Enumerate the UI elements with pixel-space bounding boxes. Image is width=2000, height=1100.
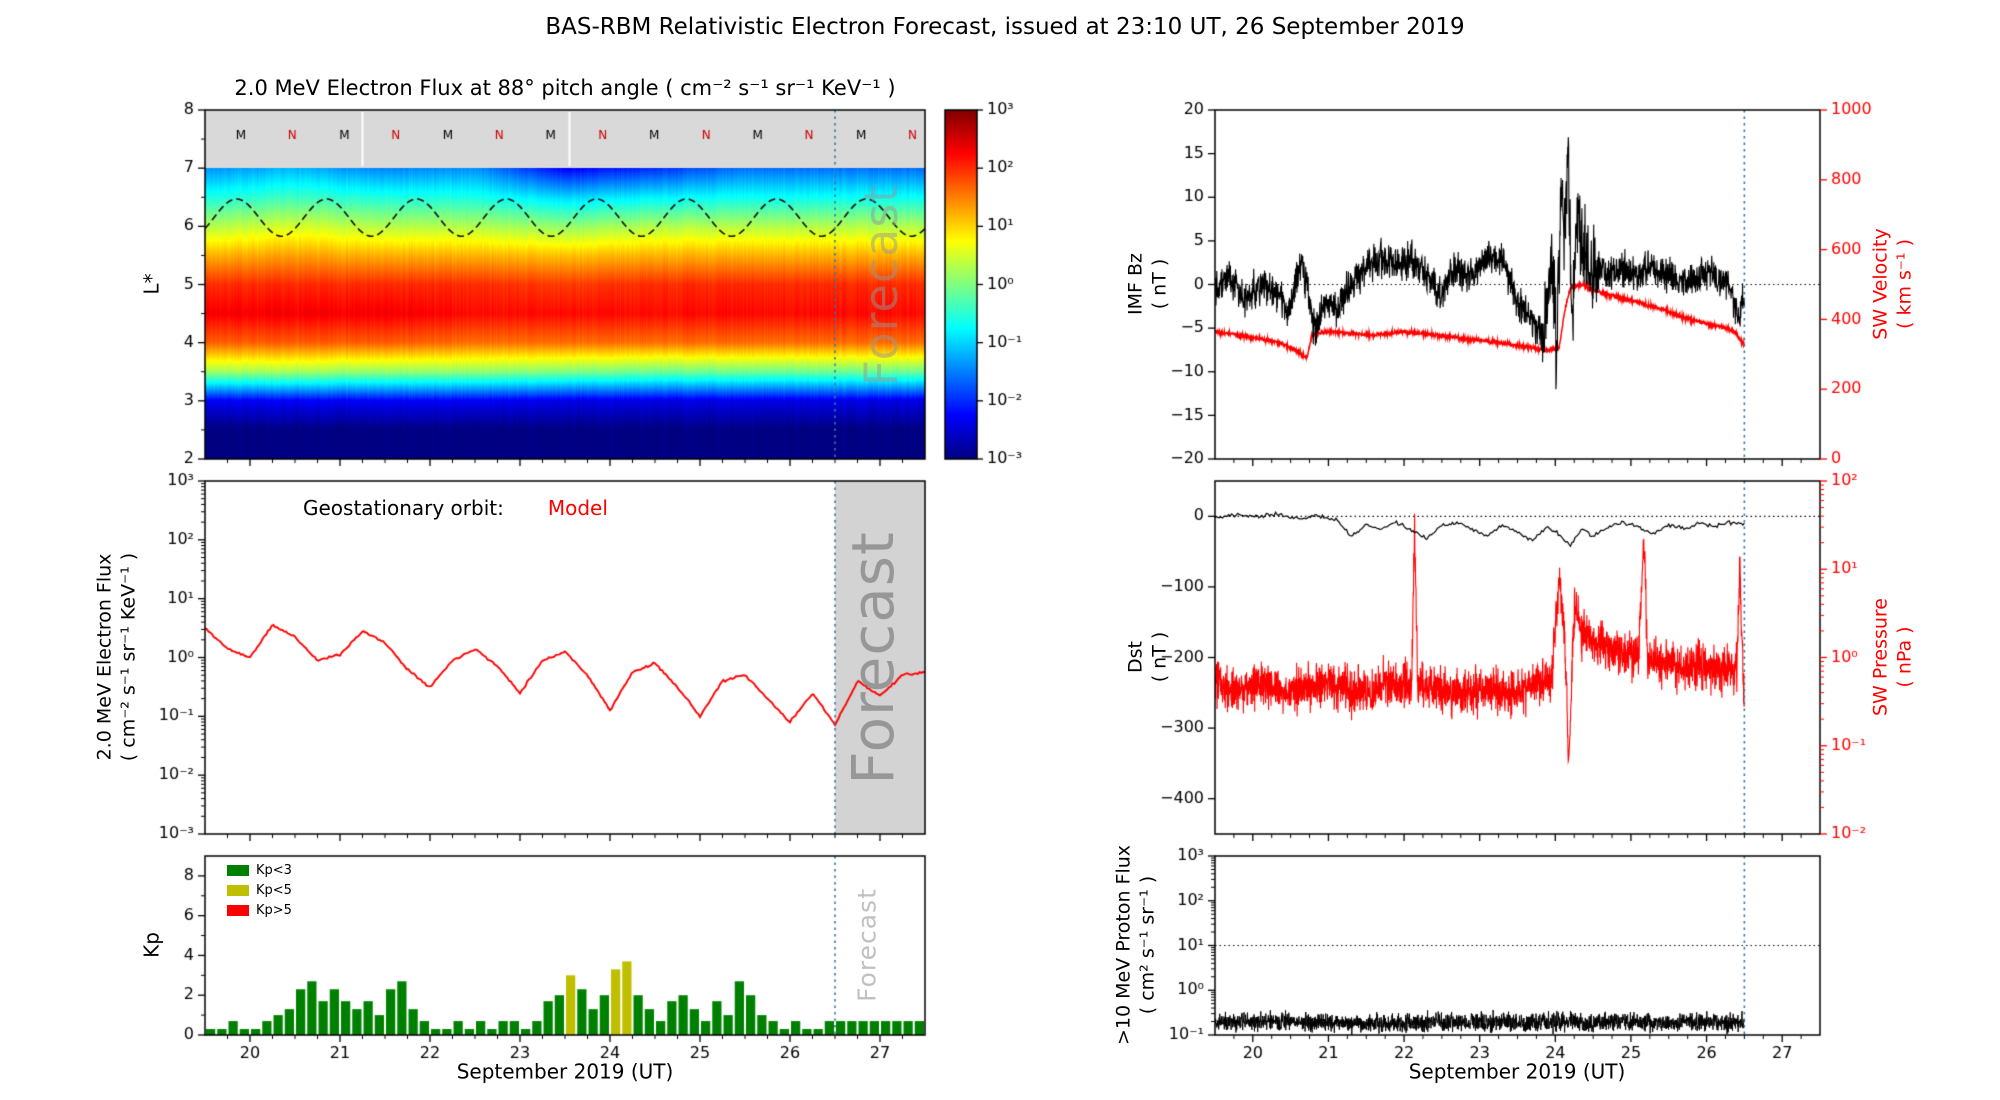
figure-root: BAS-RBM Relativistic Electron Forecast, … — [0, 0, 2000, 1100]
chart-canvas — [0, 0, 2000, 1100]
